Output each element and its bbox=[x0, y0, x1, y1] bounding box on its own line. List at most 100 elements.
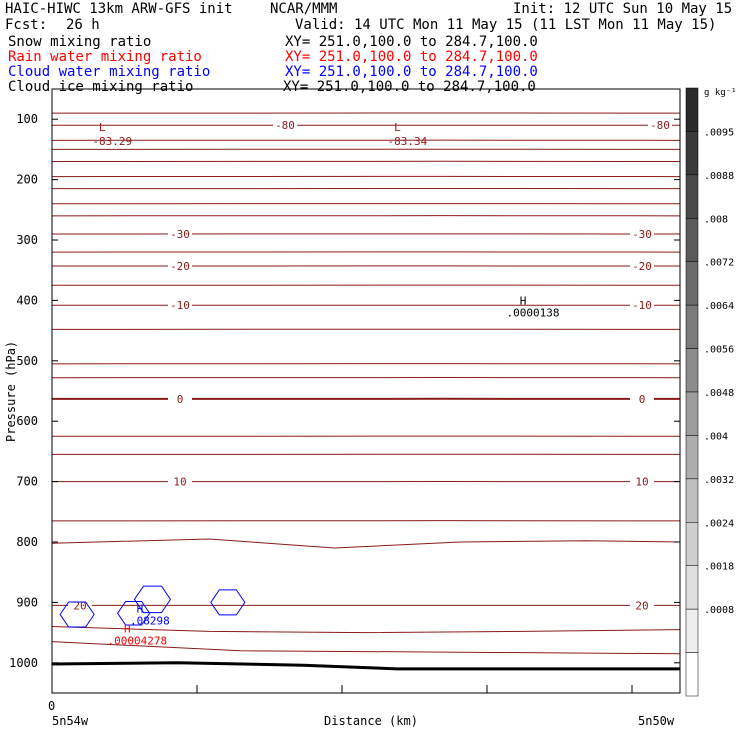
init-time: Init: 12 UTC Sun 10 May 15 bbox=[513, 1, 733, 17]
x-axis-title: Distance (km) bbox=[324, 714, 418, 728]
colorbar-swatch bbox=[685, 218, 699, 262]
y-tick-label: 500 bbox=[16, 354, 38, 368]
y-tick-label: 900 bbox=[16, 595, 38, 609]
y-tick-label: 1000 bbox=[9, 656, 38, 670]
isotherm-label: 0 bbox=[639, 393, 646, 406]
plot-frame bbox=[51, 88, 681, 694]
colorbar-swatch bbox=[685, 261, 699, 306]
colorbar-swatch bbox=[685, 348, 699, 393]
isotherm-label-bg bbox=[168, 227, 192, 240]
isotherm-line bbox=[51, 187, 681, 190]
isotherm-line bbox=[51, 112, 681, 114]
isotherm-lines: -80 -80 -30 -30 -20 -20 -10 -10 0 0 10 10 20 20 bbox=[51, 112, 681, 671]
model-title: HAIC-HIWC 13km ARW-GFS init bbox=[5, 1, 233, 17]
colorbar-units: g kg⁻¹ bbox=[704, 88, 737, 98]
colorbar-label: .0064 bbox=[704, 301, 734, 312]
isotherm-label: -20 bbox=[170, 260, 190, 273]
cloud-water-contour bbox=[59, 601, 95, 628]
isotherm-line-labeled bbox=[51, 233, 681, 235]
isotherm-label: 0 bbox=[177, 393, 184, 406]
isotherm-label-bg bbox=[168, 392, 192, 405]
isotherm-line bbox=[51, 626, 681, 634]
cloud-water-maximum-value: .08298 bbox=[130, 614, 170, 627]
field-cloud-water-name: Cloud water mixing ratio bbox=[8, 64, 211, 80]
isotherm-line-labeled bbox=[51, 124, 681, 127]
y-tick-label: 300 bbox=[16, 233, 38, 247]
colorbar-swatch bbox=[685, 608, 699, 653]
isotherm-label-bg bbox=[168, 259, 192, 272]
y-tick-label: 700 bbox=[16, 475, 38, 489]
isotherm-line-labeled bbox=[51, 604, 681, 607]
colorbar-label: .0048 bbox=[704, 388, 734, 399]
colorbar-label: .0095 bbox=[704, 127, 734, 138]
isotherm-label-bg bbox=[648, 119, 672, 132]
field-snow-xy: XY= 251.0,100.0 to 284.7,100.0 bbox=[285, 34, 538, 50]
colorbar-label: .008 bbox=[704, 214, 728, 225]
isotherm-line bbox=[51, 139, 681, 142]
isotherm-line bbox=[51, 538, 681, 549]
isotherm-line bbox=[51, 251, 681, 253]
colorbar-swatch bbox=[685, 304, 699, 349]
isotherm-label: -30 bbox=[170, 228, 190, 241]
isotherm-line bbox=[51, 376, 681, 379]
isotherm-line-labeled bbox=[51, 304, 681, 307]
colorbar-swatch bbox=[685, 87, 699, 132]
isotherm-label: 10 bbox=[635, 476, 648, 489]
x-axis-ticks bbox=[51, 685, 633, 693]
colorbar-label: .0056 bbox=[704, 345, 734, 356]
surface-pressure-line bbox=[51, 661, 680, 671]
colorbar-swatch bbox=[685, 131, 699, 176]
isotherm-label: 10 bbox=[173, 476, 186, 489]
field-rain-xy: XY= 251.0,100.0 to 284.7,100.0 bbox=[285, 49, 538, 65]
x-tick-label-0: 0 bbox=[48, 699, 55, 713]
isotherm-label-bg bbox=[630, 475, 654, 488]
isotherm-line-labeled bbox=[51, 397, 681, 401]
cloud-water-contour bbox=[117, 600, 151, 626]
isotherm-line bbox=[51, 328, 681, 331]
forecast-hour-label: Fcst: bbox=[5, 17, 48, 33]
isotherm-label: -10 bbox=[632, 299, 652, 312]
y-tick-label: 400 bbox=[16, 293, 38, 307]
colorbar-swatch bbox=[685, 565, 699, 610]
colorbar: .0095 .0088 .008 .0072 .0064 .0056 .0048 .004 .0… bbox=[685, 87, 734, 697]
isotherm-label: -80 bbox=[650, 119, 670, 132]
isotherm-label: 20 bbox=[73, 599, 86, 612]
isotherm-label: -30 bbox=[632, 228, 652, 241]
colorbar-label: .0008 bbox=[704, 605, 734, 616]
colorbar-swatch bbox=[685, 391, 699, 436]
colorbar-label: .0024 bbox=[704, 518, 734, 529]
isotherm-line bbox=[51, 641, 681, 655]
isotherm-label-bg bbox=[630, 392, 654, 405]
field-cloud-ice-name: Cloud ice mixing ratio bbox=[8, 79, 194, 95]
y-tick-label: 200 bbox=[16, 173, 38, 187]
isotherm-line bbox=[51, 148, 681, 151]
isotherm-label: -20 bbox=[632, 260, 652, 273]
colorbar-swatch bbox=[685, 435, 699, 480]
temperature-minimum-value: -83.34 bbox=[388, 135, 428, 148]
isotherm-label: -10 bbox=[170, 299, 190, 312]
isotherm-line bbox=[51, 453, 681, 456]
colorbar-swatch bbox=[685, 478, 699, 523]
temperature-minimum-marker: L bbox=[99, 121, 106, 134]
cloud-water-contour bbox=[210, 589, 246, 616]
field-cloud-ice-xy: XY= 251.0,100.0 to 284.7,100.0 bbox=[283, 79, 536, 95]
colorbar-swatch bbox=[685, 174, 699, 219]
temperature-minimum-marker: L bbox=[394, 121, 401, 134]
y-tick-label: 100 bbox=[16, 112, 38, 126]
isotherm-line bbox=[51, 435, 681, 438]
colorbar-label: .004 bbox=[704, 431, 728, 442]
x-endpoint-right: 5n50w bbox=[638, 714, 675, 728]
isotherm-line-labeled bbox=[51, 480, 681, 483]
isotherm-line bbox=[51, 520, 681, 522]
field-snow-name: Snow mixing ratio bbox=[8, 34, 152, 50]
isotherm-label-bg bbox=[168, 299, 192, 312]
x-endpoint-left: 5n54w bbox=[52, 714, 89, 728]
center-label: NCAR/MMM bbox=[270, 1, 338, 17]
isotherm-line bbox=[51, 160, 681, 163]
y-axis-title: Pressure (hPa) bbox=[4, 341, 18, 442]
isotherm-label: 20 bbox=[635, 599, 648, 612]
colorbar-label: .0032 bbox=[704, 475, 734, 486]
colorbar-swatch bbox=[685, 652, 699, 697]
